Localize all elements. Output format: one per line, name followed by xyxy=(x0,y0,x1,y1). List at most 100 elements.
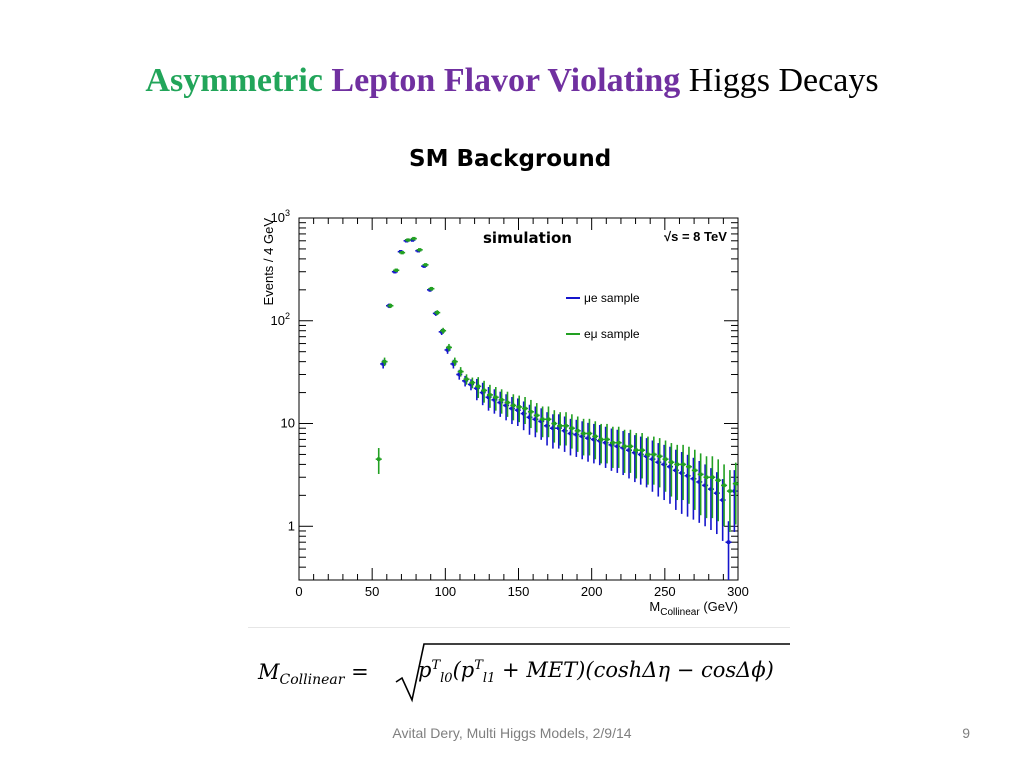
data-point xyxy=(469,382,473,387)
formula-trig: (coshΔη − cosΔϕ) xyxy=(585,658,774,682)
data-point xyxy=(615,444,620,449)
data-point xyxy=(540,417,545,421)
data-point xyxy=(475,386,479,391)
data-point xyxy=(734,481,738,486)
data-point xyxy=(574,432,579,437)
title-word-asymmetric: Asymmetric xyxy=(145,62,323,99)
data-point xyxy=(732,489,737,493)
data-point xyxy=(709,487,713,491)
data-point xyxy=(605,437,609,442)
data-point xyxy=(523,406,527,411)
formula-l0-sub: 0 xyxy=(444,671,453,687)
footer-text: Avital Dery, Multi Higgs Models, 2/9/14 xyxy=(392,725,632,741)
data-point xyxy=(685,474,690,478)
data-point xyxy=(429,287,434,291)
data-point xyxy=(622,444,627,449)
data-point xyxy=(412,236,416,241)
data-point xyxy=(628,444,633,449)
data-point xyxy=(586,436,590,440)
data-point xyxy=(617,441,621,445)
x-tick-label: 0 xyxy=(295,584,302,599)
data-point xyxy=(568,431,573,436)
x-axis-label: MCollinear (GeV) xyxy=(649,599,738,618)
data-point xyxy=(570,426,574,430)
formula-t1: T xyxy=(474,658,483,673)
data-point xyxy=(447,345,451,350)
data-point xyxy=(394,268,398,272)
data-point xyxy=(498,400,502,405)
data-point xyxy=(562,429,567,433)
data-point xyxy=(423,263,428,267)
data-point xyxy=(639,452,643,457)
data-point xyxy=(715,491,719,495)
annotation-simulation: simulation xyxy=(483,229,572,247)
data-point xyxy=(599,437,603,442)
data-point xyxy=(377,457,381,461)
data-point xyxy=(564,424,568,428)
data-point xyxy=(668,464,672,469)
data-point xyxy=(441,329,445,333)
data-point xyxy=(627,448,631,452)
sqrt-sign xyxy=(395,643,790,703)
data-point xyxy=(504,403,508,408)
data-point xyxy=(499,398,504,402)
data-point xyxy=(488,393,492,397)
slide-subtitle: SM Background xyxy=(409,146,612,172)
collinear-mass-formula: MCollinear = pTl0(pTl1 + MET)(coshΔη − c… xyxy=(258,638,798,708)
data-point xyxy=(703,483,707,488)
data-point xyxy=(535,413,539,418)
data-point xyxy=(722,483,726,488)
data-point xyxy=(652,452,656,457)
data-point xyxy=(451,362,456,366)
data-point xyxy=(611,441,615,445)
data-point xyxy=(400,250,404,255)
formula-p1: p xyxy=(460,658,475,682)
data-point xyxy=(552,421,557,426)
data-point xyxy=(634,448,638,452)
data-point xyxy=(492,398,497,402)
data-point xyxy=(593,434,597,439)
data-point xyxy=(669,460,674,464)
data-point xyxy=(646,452,650,457)
data-point xyxy=(663,457,668,461)
data-point xyxy=(457,372,461,377)
x-tick-label: 200 xyxy=(581,584,603,599)
data-point xyxy=(603,441,608,445)
y-tick-label: 10 xyxy=(281,416,295,431)
data-point xyxy=(406,238,410,242)
data-point xyxy=(527,415,532,419)
data-point xyxy=(681,462,685,467)
data-point xyxy=(529,410,533,414)
formula-m: M xyxy=(258,660,280,684)
data-point xyxy=(650,457,655,461)
data-point xyxy=(657,454,662,458)
data-point xyxy=(656,460,660,464)
data-point xyxy=(558,424,562,428)
formula-met: + MET xyxy=(502,658,578,682)
y-tick-label: 103 xyxy=(271,208,290,225)
y-tick-label: 1 xyxy=(288,518,295,533)
formula-l1-sub: 1 xyxy=(487,671,496,687)
x-tick-label: 100 xyxy=(434,584,456,599)
data-point xyxy=(476,384,480,389)
data-point xyxy=(679,471,684,475)
legend-label: μe sample xyxy=(584,291,640,305)
y-tick-label: 102 xyxy=(271,311,290,328)
data-point xyxy=(728,489,732,493)
page-number: 9 xyxy=(962,725,970,741)
data-point xyxy=(516,408,520,412)
data-point xyxy=(517,405,521,409)
formula-lhs: MCollinear = xyxy=(258,660,369,688)
data-point xyxy=(453,359,457,364)
x-tick-label: 150 xyxy=(508,584,530,599)
slide-title: Asymmetric Lepton Flavor Violating Higgs… xyxy=(0,62,1024,100)
data-point xyxy=(662,462,666,467)
data-point xyxy=(381,362,385,366)
data-point xyxy=(674,468,678,473)
data-point xyxy=(592,437,596,442)
data-point xyxy=(505,400,510,405)
formula-t0: T xyxy=(431,658,441,673)
divider-line xyxy=(248,627,790,628)
data-point xyxy=(511,403,516,408)
